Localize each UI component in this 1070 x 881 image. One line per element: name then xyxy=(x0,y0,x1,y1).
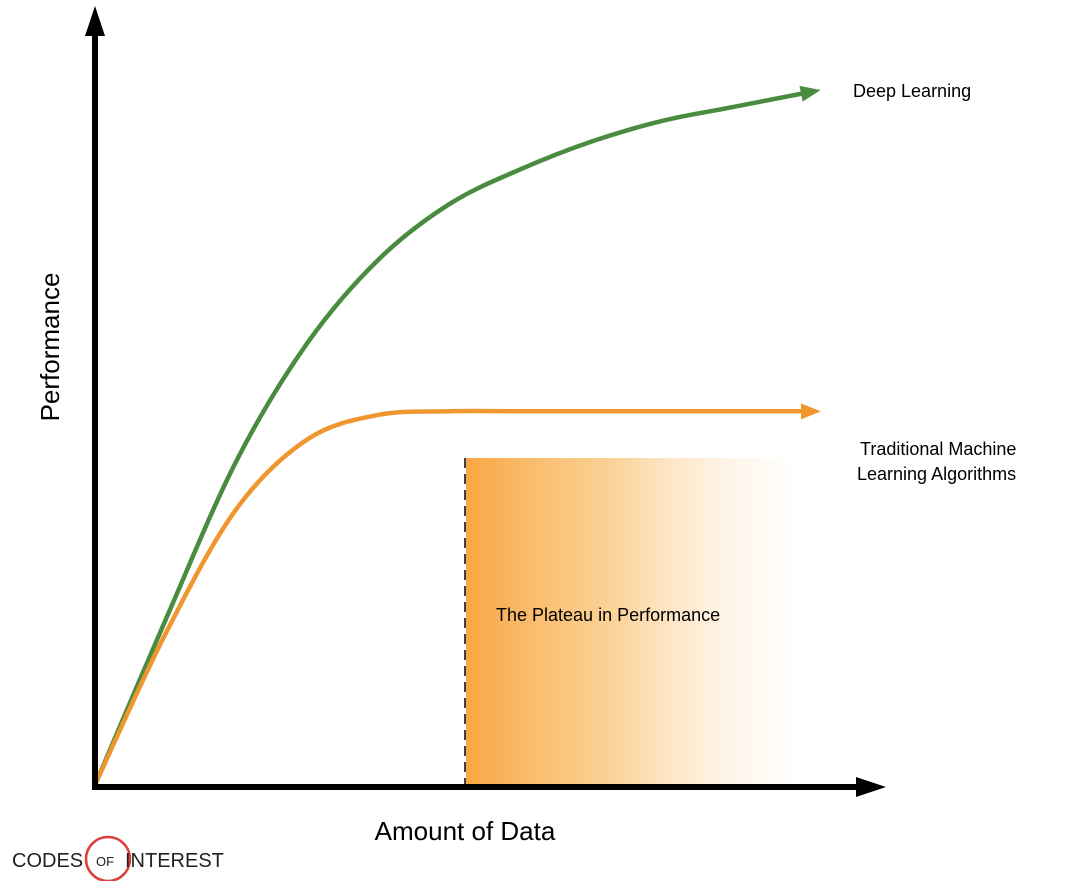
watermark-logo: CODES OF INTEREST xyxy=(12,835,224,881)
x-axis-arrowhead xyxy=(856,777,886,797)
plateau-label: The Plateau in Performance xyxy=(496,605,720,625)
logo-ring xyxy=(84,835,132,881)
series-arrow-deep-learning xyxy=(799,85,821,102)
logo-text-codes: CODES xyxy=(12,850,83,872)
logo-text-interest: INTEREST xyxy=(125,850,224,872)
plateau-region xyxy=(466,458,800,784)
series-label-traditional-ml: Traditional Machine Learning Algorithms xyxy=(857,439,1016,484)
series-line-deep-learning xyxy=(92,90,806,786)
series-label-traditional-ml-line: Traditional Machine xyxy=(860,439,1016,459)
x-axis-label: Amount of Data xyxy=(375,816,556,846)
series-label-deep-learning: Deep Learning xyxy=(853,81,971,101)
series-label-traditional-ml-line: Learning Algorithms xyxy=(857,464,1016,484)
series-arrow-traditional-ml xyxy=(801,403,821,420)
y-axis-label: Performance xyxy=(35,273,65,422)
y-axis-arrowhead xyxy=(85,6,105,36)
logo-text-of: OF xyxy=(96,854,114,869)
series-line-traditional-ml xyxy=(92,408,805,786)
